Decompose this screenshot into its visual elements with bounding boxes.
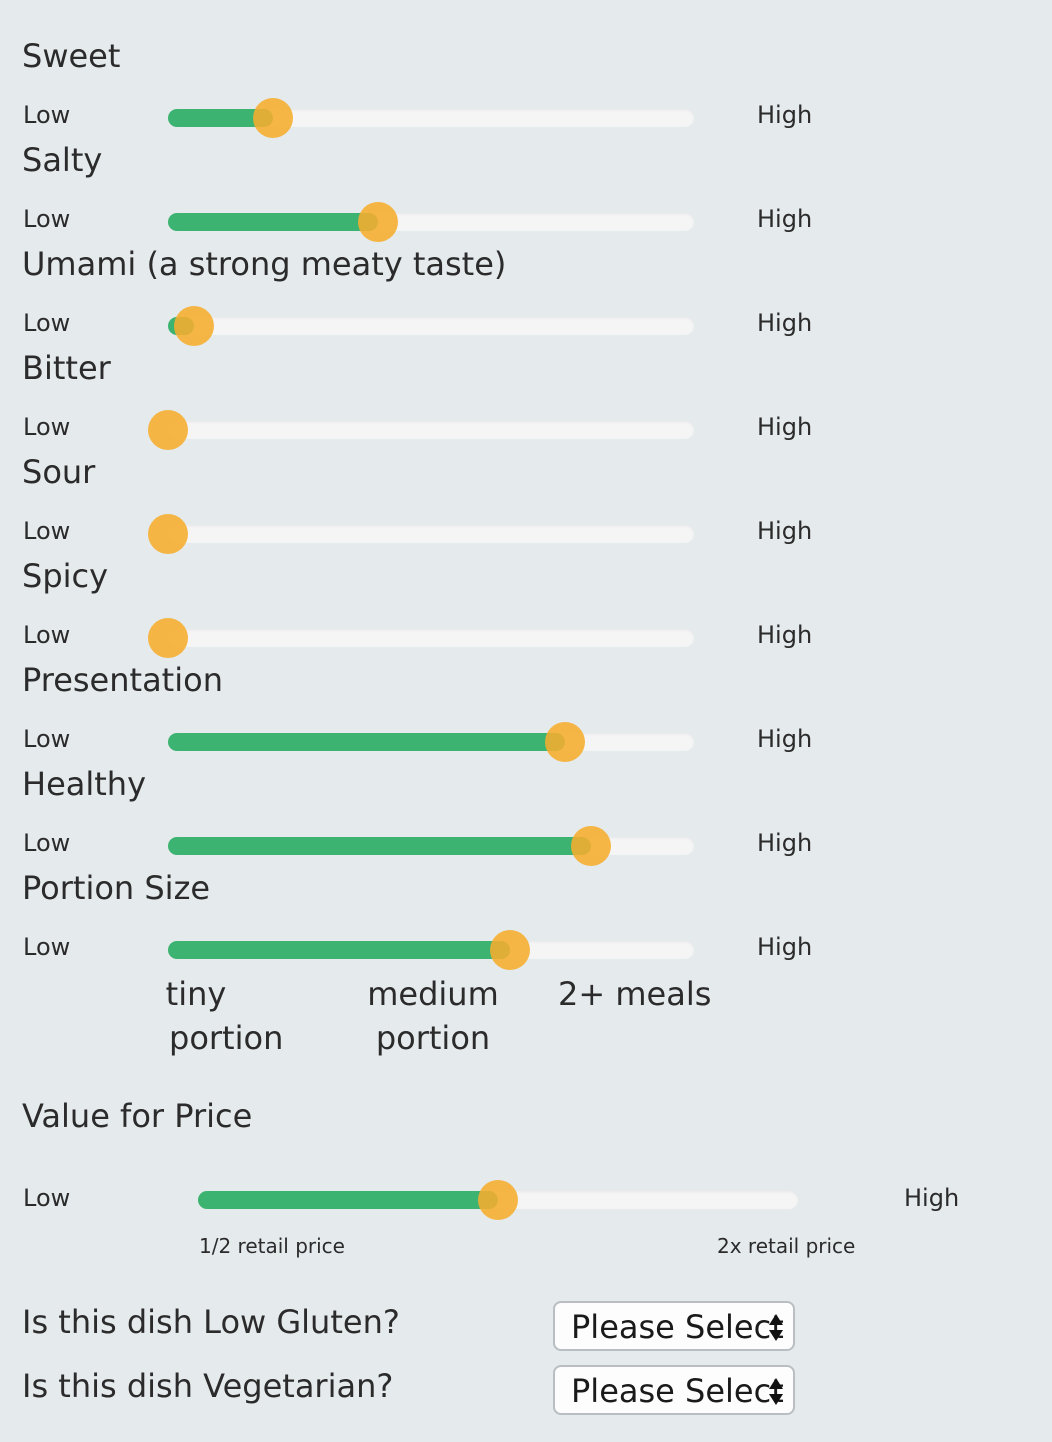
slider-bitter[interactable] [148,410,694,450]
slider-high-label: High [757,725,813,753]
slider-portion[interactable] [168,930,694,970]
value-high-label: High [904,1184,960,1212]
slider-title: Salty [22,141,103,179]
portion-tick-line: 2+ meals [558,975,712,1013]
slider-low-label: Low [23,933,71,961]
vegetarian-select[interactable]: Please Select [553,1365,795,1415]
portion-tick-meals: 2+ meals [558,972,712,1016]
slider-title: Spicy [22,557,109,595]
slider-high-label: High [757,517,813,545]
slider-thumb[interactable] [545,722,586,762]
slider-high-label: High [757,205,813,233]
portion-tick-line: portion [375,1019,491,1057]
slider-thumb[interactable] [478,1180,518,1220]
portion-tick-line: tiny [165,975,227,1013]
low-gluten-question: Is this dish Low Gluten? [22,1303,400,1341]
value-for-price-slider[interactable] [198,1180,798,1220]
slider-low-label: Low [23,413,71,441]
slider-title: Bitter [22,349,111,387]
slider-title: Sour [22,453,96,491]
slider-sweet[interactable] [168,98,694,138]
slider-low-label: Low [23,517,71,545]
slider-title: Portion Size [22,869,211,907]
slider-low-label: Low [23,829,71,857]
low-gluten-select[interactable]: Please Select [553,1301,795,1351]
slider-spicy[interactable] [148,618,694,658]
slider-high-label: High [757,413,813,441]
slider-high-label: High [757,309,813,337]
slider-high-label: High [757,829,813,857]
slider-thumb[interactable] [148,618,188,658]
slider-thumb[interactable] [489,930,530,970]
select-value: Please Select [571,1308,784,1346]
slider-low-label: Low [23,621,71,649]
slider-title: Sweet [22,37,121,75]
slider-fill [168,733,566,751]
slider-thumb[interactable] [148,410,188,450]
slider-sour[interactable] [148,514,694,554]
slider-thumb[interactable] [571,826,612,866]
slider-high-label: High [757,933,813,961]
slider-fill [198,1191,498,1209]
slider-healthy[interactable] [168,826,694,866]
slider-umami[interactable] [168,306,694,346]
slider-high-label: High [757,621,813,649]
slider-high-label: High [757,101,813,129]
slider-title: Healthy [22,765,147,803]
slider-fill [168,213,379,231]
slider-title: Umami (a strong meaty taste) [22,245,507,283]
portion-tick-line: medium [367,975,499,1013]
value-for-price-title: Value for Price [22,1097,253,1135]
portion-tick-tiny: tiny portion [160,972,284,1060]
value-low-label: Low [23,1184,71,1212]
slider-fill [168,837,592,855]
slider-presentation[interactable] [168,722,694,762]
slider-thumb[interactable] [148,514,188,554]
slider-title: Presentation [22,661,223,699]
slider-fill [168,109,274,127]
slider-low-label: Low [23,101,71,129]
slider-low-label: Low [23,725,71,753]
portion-tick-line: portion [169,1019,284,1057]
slider-thumb[interactable] [358,202,399,242]
slider-fill [168,941,510,959]
slider-low-label: Low [23,309,71,337]
price-max-note: 2x retail price [717,1234,856,1258]
vegetarian-question: Is this dish Vegetarian? [22,1367,394,1405]
slider-salty[interactable] [168,202,694,242]
slider-thumb[interactable] [174,306,215,346]
slider-thumb[interactable] [253,98,294,138]
select-arrows-icon [769,1378,783,1406]
select-arrows-icon [769,1314,783,1342]
price-min-note: 1/2 retail price [199,1234,345,1258]
select-value: Please Select [571,1372,784,1410]
portion-tick-medium: medium portion [366,972,500,1060]
slider-low-label: Low [23,205,71,233]
